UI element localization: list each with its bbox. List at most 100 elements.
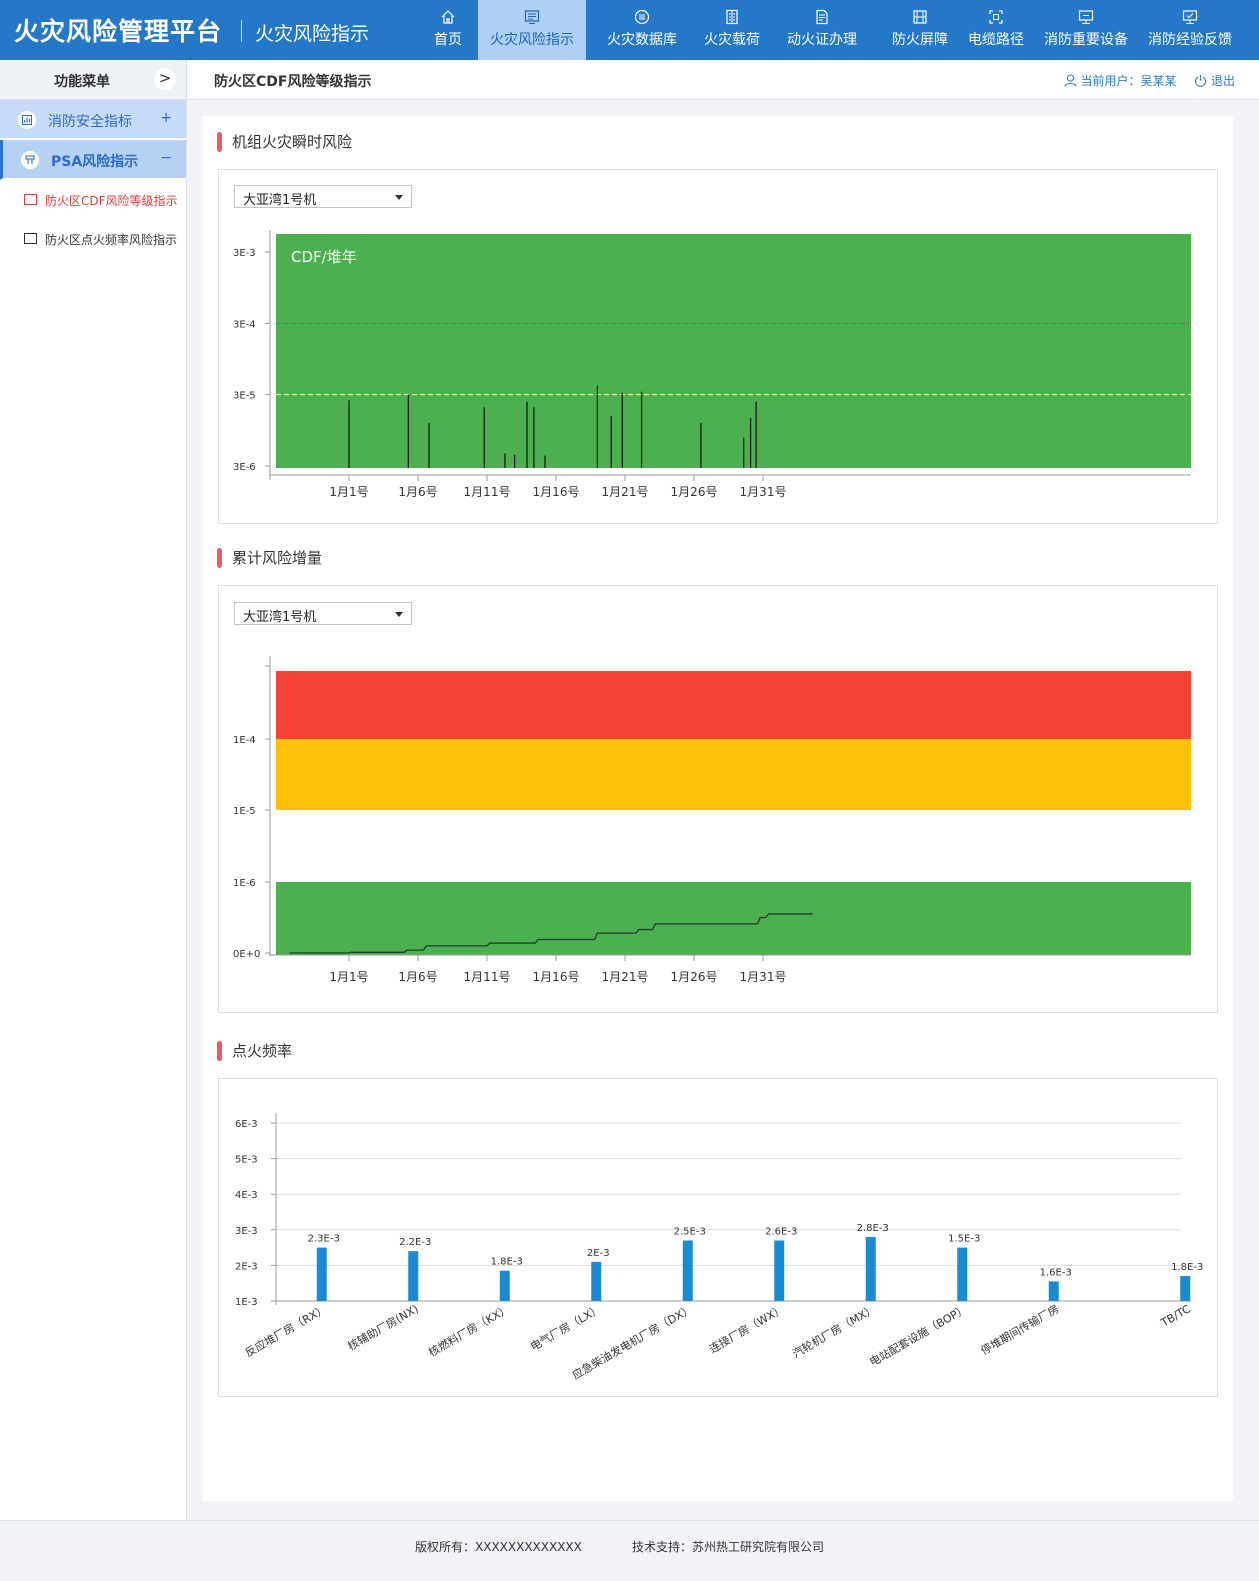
nav-fire-barrier[interactable]: 防火屏障 <box>882 0 958 60</box>
cumulative-risk-chart: 1E-4 1E-5 1E-6 0E+0 1月1号 1月6号 1月11号 1月16号 1月21号 1… <box>233 656 1191 984</box>
x-tick-label-6: 1月31号 <box>740 485 787 499</box>
support-text: 技术支持：苏州热工研究院有限公司 <box>632 1540 825 1554</box>
cable-icon <box>989 10 1003 24</box>
x-tick-label-4: 1月21号 <box>602 485 649 499</box>
y-tick-label-3: 3E-3 <box>235 1226 258 1237</box>
current-user-label: 当前用户： <box>1080 74 1141 88</box>
y-tick-label-2: 1E-6 <box>233 878 256 889</box>
y-tick-label-1: 3E-4 <box>233 319 256 330</box>
category-label-5: 连接厂房（WX） <box>707 1302 787 1355</box>
y-tick-label-0: 1E-4 <box>233 735 256 746</box>
chevron-down-icon <box>395 612 403 617</box>
nav-key-equipment[interactable]: 消防重要设备 <box>1036 0 1136 60</box>
x-tick-label-2: 1月11号 <box>464 970 511 984</box>
database-icon <box>634 9 650 25</box>
copyright-text: 版权所有：XXXXXXXXXXXXX <box>415 1540 582 1554</box>
instant-risk-card: 大亚湾1号机 CDF/堆年 3E-3 3E-4 3E-5 3E-6 1月1号 1月6号 1月1… <box>218 169 1218 524</box>
y-tick-label-4: 2E-3 <box>235 1261 258 1272</box>
nav-fire-database[interactable]: 火灾数据库 <box>592 0 692 60</box>
frequency-bar-9 <box>1180 1276 1191 1301</box>
bar-value-label-8: 1.6E-3 <box>1040 1267 1072 1278</box>
category-label-9: TB/TC <box>1158 1302 1193 1330</box>
category-label-0: 反应堆厂房（RX） <box>242 1301 329 1359</box>
flag-icon <box>21 151 39 169</box>
x-tick-label-4: 1月21号 <box>602 970 649 984</box>
instant-risk-chart: CDF/堆年 3E-3 3E-4 3E-5 3E-6 1月1号 1月6号 1月11号 1月16号… <box>233 230 1191 499</box>
x-tick-label-3: 1月16号 <box>533 970 580 984</box>
logout-link[interactable]: 退出 <box>1210 74 1235 88</box>
y-tick-label-0: 6E-3 <box>235 1119 258 1130</box>
user-icon <box>1064 74 1077 87</box>
bar-value-label-1: 2.2E-3 <box>399 1237 431 1248</box>
x-tick-label-0: 1月1号 <box>329 485 368 499</box>
sidebar-item-ignition-risk[interactable]: 防火区点火频率风险指示 <box>0 219 186 258</box>
y-tick-label-5: 1E-3 <box>235 1297 258 1308</box>
category-label-8: 停堆期间传输厂房 <box>978 1301 1061 1357</box>
risk-band-2 <box>276 882 1191 955</box>
nav-cable-path[interactable]: 电缆路径 <box>960 0 1032 60</box>
x-tick-label-0: 1月1号 <box>329 970 368 984</box>
monitor-icon <box>524 10 540 24</box>
nav-experience-feedback[interactable]: 消防经验反馈 <box>1142 0 1238 60</box>
nav-home[interactable]: 首页 <box>410 0 486 60</box>
category-label-7: 电站配套设施（BOP） <box>867 1301 970 1368</box>
sidebar-group-psa-risk[interactable]: PSA风险指示 − <box>0 140 186 180</box>
chart-inner-label: CDF/堆年 <box>291 248 357 266</box>
sidebar-title: 功能菜单 <box>54 74 110 90</box>
frequency-bar-3 <box>591 1261 602 1301</box>
category-label-3: 电气厂房（LX） <box>528 1301 604 1353</box>
sidebar-item-cdf-risk[interactable]: 防火区CDF风险等级指示 <box>0 180 186 219</box>
folder-icon <box>24 194 37 205</box>
frequency-bar-8 <box>1048 1281 1059 1301</box>
nav-fire-risk[interactable]: 火灾风险指示 <box>478 0 586 60</box>
brand-subtitle: 火灾风险指示 <box>255 23 370 45</box>
bar-value-label-7: 1.5E-3 <box>948 1234 980 1245</box>
risk-band-1 <box>276 739 1191 810</box>
x-tick-label-5: 1月26号 <box>671 485 718 499</box>
nav-hot-work[interactable]: 动火证办理 <box>774 0 870 60</box>
feedback-icon <box>1182 10 1198 24</box>
category-label-2: 核燃料厂房（KX） <box>426 1301 512 1359</box>
y-tick-label-1: 1E-5 <box>233 806 256 817</box>
sidebar: 功能菜单 > 消防安全指标 + PSA风险指示 − 防火区CDF风险等级指示 防… <box>0 60 187 1520</box>
frequency-bar-2 <box>499 1270 510 1301</box>
x-tick-label-1: 1月6号 <box>398 485 437 499</box>
y-tick-label-1: 5E-3 <box>235 1155 258 1166</box>
bar-value-label-6: 2.8E-3 <box>857 1223 889 1234</box>
page-title: 防火区CDF风险等级指示 <box>214 74 372 90</box>
brand-title: 火灾风险管理平台 <box>14 17 223 46</box>
brand-divider <box>241 20 242 42</box>
barrier-icon <box>913 10 927 24</box>
unit-select-cumulative[interactable]: 大亚湾1号机 <box>234 602 412 625</box>
chart-icon <box>18 111 36 129</box>
x-tick-label-6: 1月31号 <box>740 970 787 984</box>
power-icon[interactable] <box>1194 74 1207 87</box>
x-tick-label-2: 1月11号 <box>464 485 511 499</box>
sidebar-collapse-button[interactable]: > <box>154 68 176 90</box>
bar-value-label-5: 2.6E-3 <box>765 1226 797 1237</box>
page-header: 防火区CDF风险等级指示 当前用户：吴某某 退出 <box>187 60 1259 100</box>
nav-fire-load[interactable]: 火灾载荷 <box>694 0 770 60</box>
user-box: 当前用户：吴某某 退出 <box>1064 72 1235 89</box>
equipment-icon <box>1078 10 1094 24</box>
bar-value-label-3: 2E-3 <box>587 1248 610 1259</box>
frequency-bar-6 <box>865 1236 876 1301</box>
cumulative-risk-line-0 <box>289 913 813 954</box>
unit-select-instant[interactable]: 大亚湾1号机 <box>234 185 412 208</box>
frequency-bar-4 <box>682 1240 693 1301</box>
y-tick-label-3: 3E-6 <box>233 462 256 473</box>
ignition-frequency-card: 6E-3 5E-3 4E-3 3E-3 2E-3 1E-3 2.3E-3 反应堆厂房（RX） 2… <box>218 1078 1218 1397</box>
frequency-bar-7 <box>957 1247 968 1301</box>
folder-icon <box>24 233 37 244</box>
frequency-bar-1 <box>408 1251 419 1301</box>
load-icon <box>726 9 738 25</box>
x-tick-label-3: 1月16号 <box>533 485 580 499</box>
category-label-6: 汽轮机厂房（MX） <box>790 1301 878 1360</box>
y-tick-label-3: 0E+0 <box>233 949 260 960</box>
y-tick-label-0: 3E-3 <box>233 248 256 259</box>
y-tick-label-2: 4E-3 <box>235 1190 258 1201</box>
y-tick-label-2: 3E-5 <box>233 391 256 402</box>
x-tick-label-5: 1月26号 <box>671 970 718 984</box>
sidebar-group-fire-safety-index[interactable]: 消防安全指标 + <box>0 100 186 140</box>
frequency-bar-0 <box>316 1247 327 1301</box>
